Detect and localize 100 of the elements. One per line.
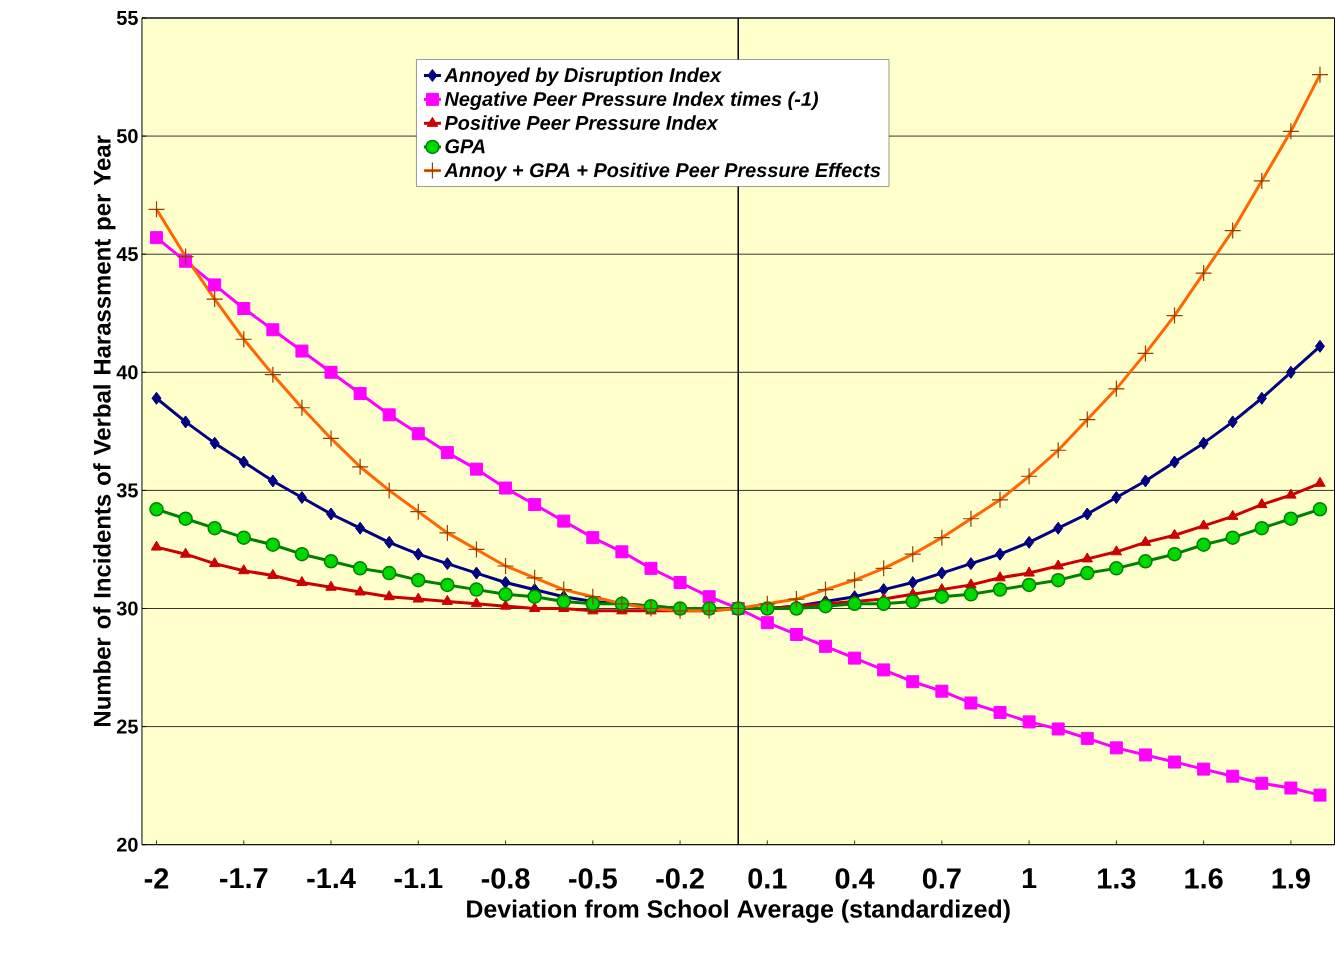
point [150, 540, 163, 551]
point [440, 577, 455, 593]
y-tick-label: 40 [116, 365, 138, 380]
y-tick-label: 55 [116, 11, 138, 26]
point [470, 597, 483, 608]
point [1226, 769, 1240, 783]
point [151, 391, 162, 405]
point [1081, 552, 1093, 563]
point [1110, 545, 1123, 556]
point [1227, 415, 1238, 429]
point [237, 302, 251, 316]
point [1196, 537, 1211, 553]
point [207, 521, 222, 536]
y-tick-label: 30 [116, 601, 138, 616]
x-tick-label: 0.1 [748, 868, 787, 889]
point [1225, 530, 1240, 546]
point [238, 564, 250, 575]
point [964, 696, 978, 710]
point [294, 547, 310, 562]
y-axis-title: Number of Incidents of Verbal Harassment per Year [93, 135, 116, 727]
point [383, 590, 395, 601]
x-tick-label: 0.7 [922, 868, 961, 889]
x-tick-label: 1.6 [1185, 868, 1223, 889]
point [1080, 565, 1095, 581]
point [1227, 510, 1239, 521]
legend-label: GPA [445, 139, 485, 154]
point [935, 684, 949, 698]
point [819, 639, 832, 653]
point [382, 408, 396, 422]
point [1314, 476, 1326, 487]
legend-label: Positive Peer Pressure Index [444, 115, 719, 131]
point [1255, 776, 1269, 790]
point [381, 565, 397, 581]
x-axis-title: Deviation from School Average (standardized) [467, 899, 1010, 924]
point [266, 323, 280, 337]
x-tick-label: 0.4 [835, 868, 875, 889]
point [1111, 491, 1122, 505]
point [355, 521, 366, 535]
point [789, 628, 803, 642]
point [586, 531, 600, 545]
point [1197, 519, 1210, 530]
point [267, 474, 278, 488]
y-tick-label: 45 [116, 247, 138, 262]
point [644, 562, 658, 575]
point [295, 344, 309, 358]
x-tick-label: 1.3 [1098, 868, 1136, 889]
point [441, 595, 454, 606]
point [208, 278, 222, 292]
point [1167, 547, 1182, 562]
point [1140, 474, 1151, 488]
y-tick-label: 50 [116, 129, 138, 144]
point [442, 557, 453, 571]
point [1283, 511, 1299, 527]
point [847, 596, 862, 612]
x-tick-label: -0.8 [481, 868, 530, 889]
point [384, 536, 395, 550]
point [965, 578, 977, 589]
x-tick-label: -0.5 [569, 868, 617, 889]
point [1109, 741, 1123, 755]
point [906, 675, 920, 689]
point [323, 554, 339, 569]
point [1051, 722, 1065, 736]
point [1050, 573, 1066, 588]
point [1080, 732, 1094, 746]
point [209, 436, 220, 450]
point [876, 596, 891, 612]
point [1198, 436, 1209, 450]
point [296, 491, 307, 505]
point [528, 602, 541, 613]
point [1312, 502, 1328, 517]
point [326, 507, 337, 521]
point [150, 231, 163, 245]
point [354, 585, 366, 596]
point [1022, 715, 1036, 729]
point [963, 587, 979, 602]
x-tick-label: -2 [144, 868, 169, 889]
y-tick-label: 35 [116, 483, 138, 498]
point [180, 415, 191, 429]
point [1169, 455, 1180, 469]
x-tick-label: -1.4 [307, 868, 356, 889]
point [325, 580, 337, 591]
x-tick-label: -1.1 [394, 868, 443, 889]
point [965, 557, 976, 571]
point [1139, 536, 1152, 547]
point [905, 594, 921, 609]
point [992, 582, 1008, 598]
point [1023, 566, 1035, 577]
point [1256, 391, 1267, 405]
point [934, 589, 950, 605]
y-tick-label: 20 [116, 837, 138, 852]
point [1168, 528, 1181, 539]
point [265, 537, 281, 553]
point [1109, 561, 1124, 576]
y-tick-label: 25 [116, 719, 138, 734]
x-tick-label: -1.7 [220, 868, 268, 889]
point [236, 530, 252, 546]
point [498, 587, 513, 602]
point [411, 573, 426, 588]
point [469, 582, 484, 598]
x-tick-label: -0.2 [656, 868, 704, 889]
